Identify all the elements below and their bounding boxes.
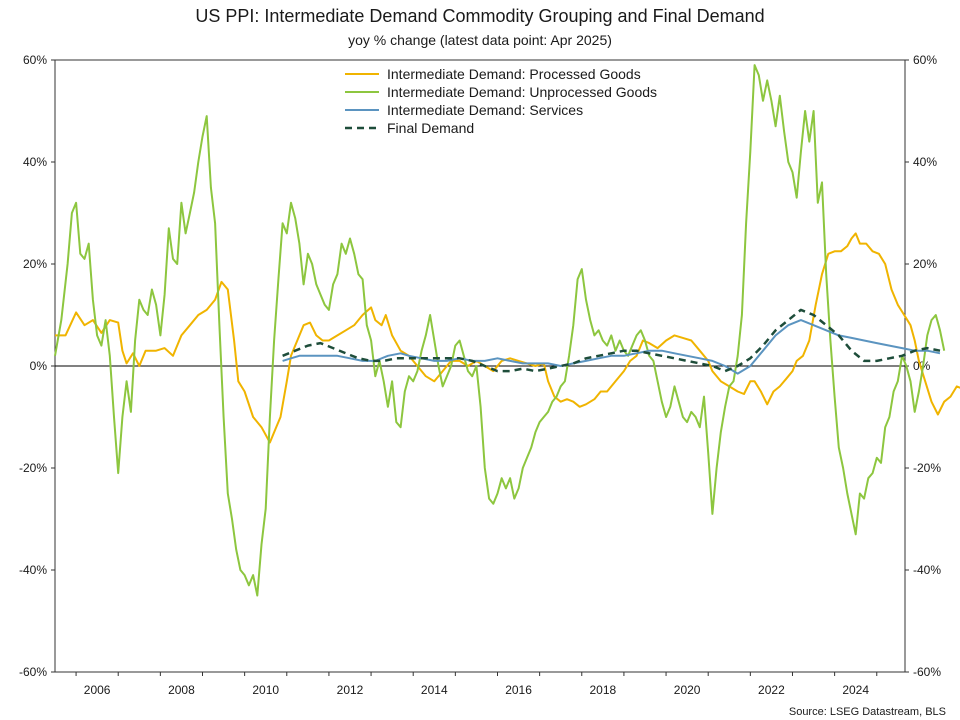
y-tick-label-right: 40% [913,155,937,169]
x-tick-label: 2012 [337,683,364,697]
series-line-2 [282,319,941,375]
x-tick-label: 2022 [758,683,785,697]
x-tick-label: 2010 [252,683,279,697]
source-note: Source: LSEG Datastream, BLS [788,706,946,718]
y-tick-label-left: -20% [19,461,47,475]
x-tick-label: 2016 [505,683,532,697]
x-tick-label: 2020 [674,683,701,697]
y-tick-label-left: 0% [30,359,48,373]
legend-label-3: Final Demand [387,120,474,136]
chart-title: US PPI: Intermediate Demand Commodity Gr… [195,6,765,26]
y-tick-label-right: -20% [913,461,941,475]
y-tick-label-right: 20% [913,257,937,271]
x-tick-label: 2018 [589,683,616,697]
chart-subtitle: yoy % change (latest data point: Apr 202… [348,32,612,48]
y-tick-label-left: 20% [23,257,47,271]
y-tick-label-left: 60% [23,53,47,67]
y-tick-label-left: -40% [19,563,47,577]
y-tick-label-right: 0% [913,359,931,373]
legend-label-2: Intermediate Demand: Services [387,102,583,118]
y-tick-label-right: -40% [913,563,941,577]
legend-label-0: Intermediate Demand: Processed Goods [387,66,641,82]
legend-label-1: Intermediate Demand: Unprocessed Goods [387,84,657,100]
series-line-3 [282,308,941,373]
x-tick-label: 2014 [421,683,448,697]
y-tick-label-left: -60% [19,665,47,679]
x-tick-label: 2008 [168,683,195,697]
series-line-1 [54,64,946,597]
series-line-0 [55,232,960,444]
y-tick-label-right: 60% [913,53,937,67]
y-tick-label-left: 40% [23,155,47,169]
y-tick-label-right: -60% [913,665,941,679]
x-tick-label: 2006 [84,683,111,697]
x-tick-label: 2024 [842,683,869,697]
